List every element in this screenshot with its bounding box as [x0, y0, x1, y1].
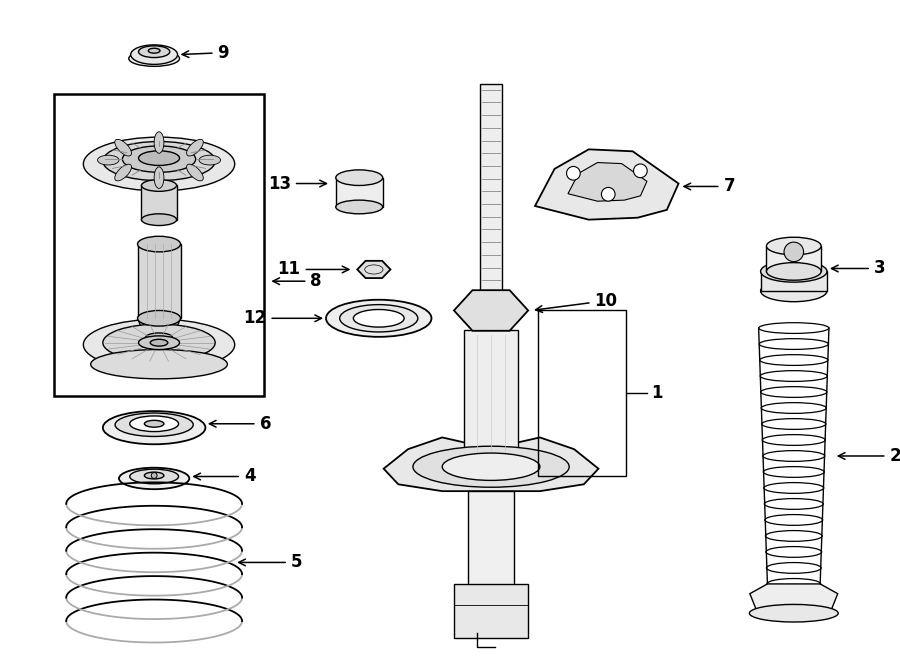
- Bar: [468, 491, 515, 633]
- Ellipse shape: [354, 309, 404, 327]
- Text: 5: 5: [238, 553, 302, 571]
- Text: 6: 6: [210, 414, 271, 433]
- Ellipse shape: [150, 339, 167, 346]
- Ellipse shape: [138, 236, 181, 252]
- Ellipse shape: [763, 451, 824, 461]
- Ellipse shape: [115, 139, 131, 156]
- Ellipse shape: [762, 435, 825, 446]
- Ellipse shape: [139, 151, 179, 165]
- Ellipse shape: [139, 336, 179, 350]
- Circle shape: [601, 188, 615, 201]
- Ellipse shape: [767, 237, 821, 255]
- Polygon shape: [454, 290, 528, 330]
- Ellipse shape: [139, 46, 170, 58]
- Ellipse shape: [115, 413, 194, 436]
- Ellipse shape: [767, 578, 821, 590]
- Ellipse shape: [767, 563, 821, 573]
- Text: 9: 9: [182, 44, 230, 61]
- Ellipse shape: [103, 324, 215, 362]
- Ellipse shape: [129, 51, 179, 66]
- Circle shape: [784, 242, 804, 262]
- Text: 11: 11: [277, 260, 349, 278]
- Text: 4: 4: [194, 467, 256, 485]
- Ellipse shape: [442, 453, 540, 481]
- Ellipse shape: [130, 45, 177, 64]
- Ellipse shape: [119, 468, 189, 489]
- Ellipse shape: [761, 418, 826, 430]
- Ellipse shape: [760, 260, 827, 282]
- Circle shape: [634, 164, 647, 178]
- Text: 8: 8: [273, 272, 322, 290]
- Ellipse shape: [141, 214, 176, 225]
- Ellipse shape: [760, 371, 827, 381]
- Ellipse shape: [97, 155, 119, 165]
- Ellipse shape: [759, 323, 829, 333]
- Ellipse shape: [84, 137, 235, 191]
- Ellipse shape: [122, 146, 195, 173]
- Bar: [336, 178, 382, 207]
- Bar: [454, 584, 528, 638]
- Ellipse shape: [767, 262, 821, 280]
- Ellipse shape: [764, 483, 824, 493]
- Ellipse shape: [154, 132, 164, 153]
- Text: 13: 13: [267, 175, 327, 192]
- Ellipse shape: [326, 299, 431, 337]
- Ellipse shape: [413, 446, 569, 487]
- Ellipse shape: [141, 180, 176, 191]
- Ellipse shape: [84, 319, 235, 370]
- Ellipse shape: [186, 164, 203, 181]
- Ellipse shape: [148, 48, 160, 53]
- Bar: [760, 272, 827, 291]
- Text: 12: 12: [243, 309, 321, 327]
- Ellipse shape: [760, 387, 827, 397]
- Ellipse shape: [750, 604, 838, 622]
- Bar: [138, 244, 181, 319]
- Ellipse shape: [336, 200, 382, 214]
- Ellipse shape: [103, 141, 215, 180]
- Polygon shape: [568, 163, 647, 201]
- Bar: [538, 311, 625, 477]
- Ellipse shape: [761, 403, 826, 413]
- Ellipse shape: [144, 420, 164, 427]
- Ellipse shape: [91, 350, 228, 379]
- Polygon shape: [357, 261, 391, 278]
- Ellipse shape: [130, 416, 178, 432]
- Ellipse shape: [138, 311, 181, 326]
- Ellipse shape: [186, 139, 203, 156]
- Ellipse shape: [103, 411, 205, 444]
- Ellipse shape: [760, 280, 827, 301]
- Bar: [464, 330, 518, 457]
- Ellipse shape: [154, 167, 164, 188]
- Ellipse shape: [115, 164, 131, 181]
- Polygon shape: [383, 438, 598, 491]
- Ellipse shape: [130, 469, 178, 484]
- Ellipse shape: [199, 155, 220, 165]
- Bar: [481, 84, 502, 296]
- Ellipse shape: [336, 170, 382, 186]
- Text: 3: 3: [832, 260, 886, 278]
- Ellipse shape: [765, 514, 823, 525]
- Circle shape: [151, 473, 158, 479]
- Ellipse shape: [766, 547, 822, 557]
- Text: 7: 7: [684, 177, 735, 196]
- Bar: [54, 94, 264, 397]
- Ellipse shape: [760, 355, 828, 366]
- Ellipse shape: [765, 531, 823, 541]
- Polygon shape: [750, 584, 838, 613]
- Polygon shape: [138, 319, 181, 338]
- Ellipse shape: [144, 472, 164, 479]
- Ellipse shape: [764, 498, 824, 510]
- Text: 2: 2: [838, 447, 900, 465]
- Bar: [141, 186, 176, 219]
- Circle shape: [566, 167, 580, 180]
- Ellipse shape: [760, 338, 828, 350]
- Polygon shape: [535, 149, 679, 219]
- Ellipse shape: [763, 467, 824, 477]
- Bar: [767, 246, 821, 272]
- Text: 1: 1: [652, 385, 662, 403]
- Ellipse shape: [146, 333, 173, 342]
- Ellipse shape: [339, 305, 418, 332]
- Text: 10: 10: [536, 292, 617, 313]
